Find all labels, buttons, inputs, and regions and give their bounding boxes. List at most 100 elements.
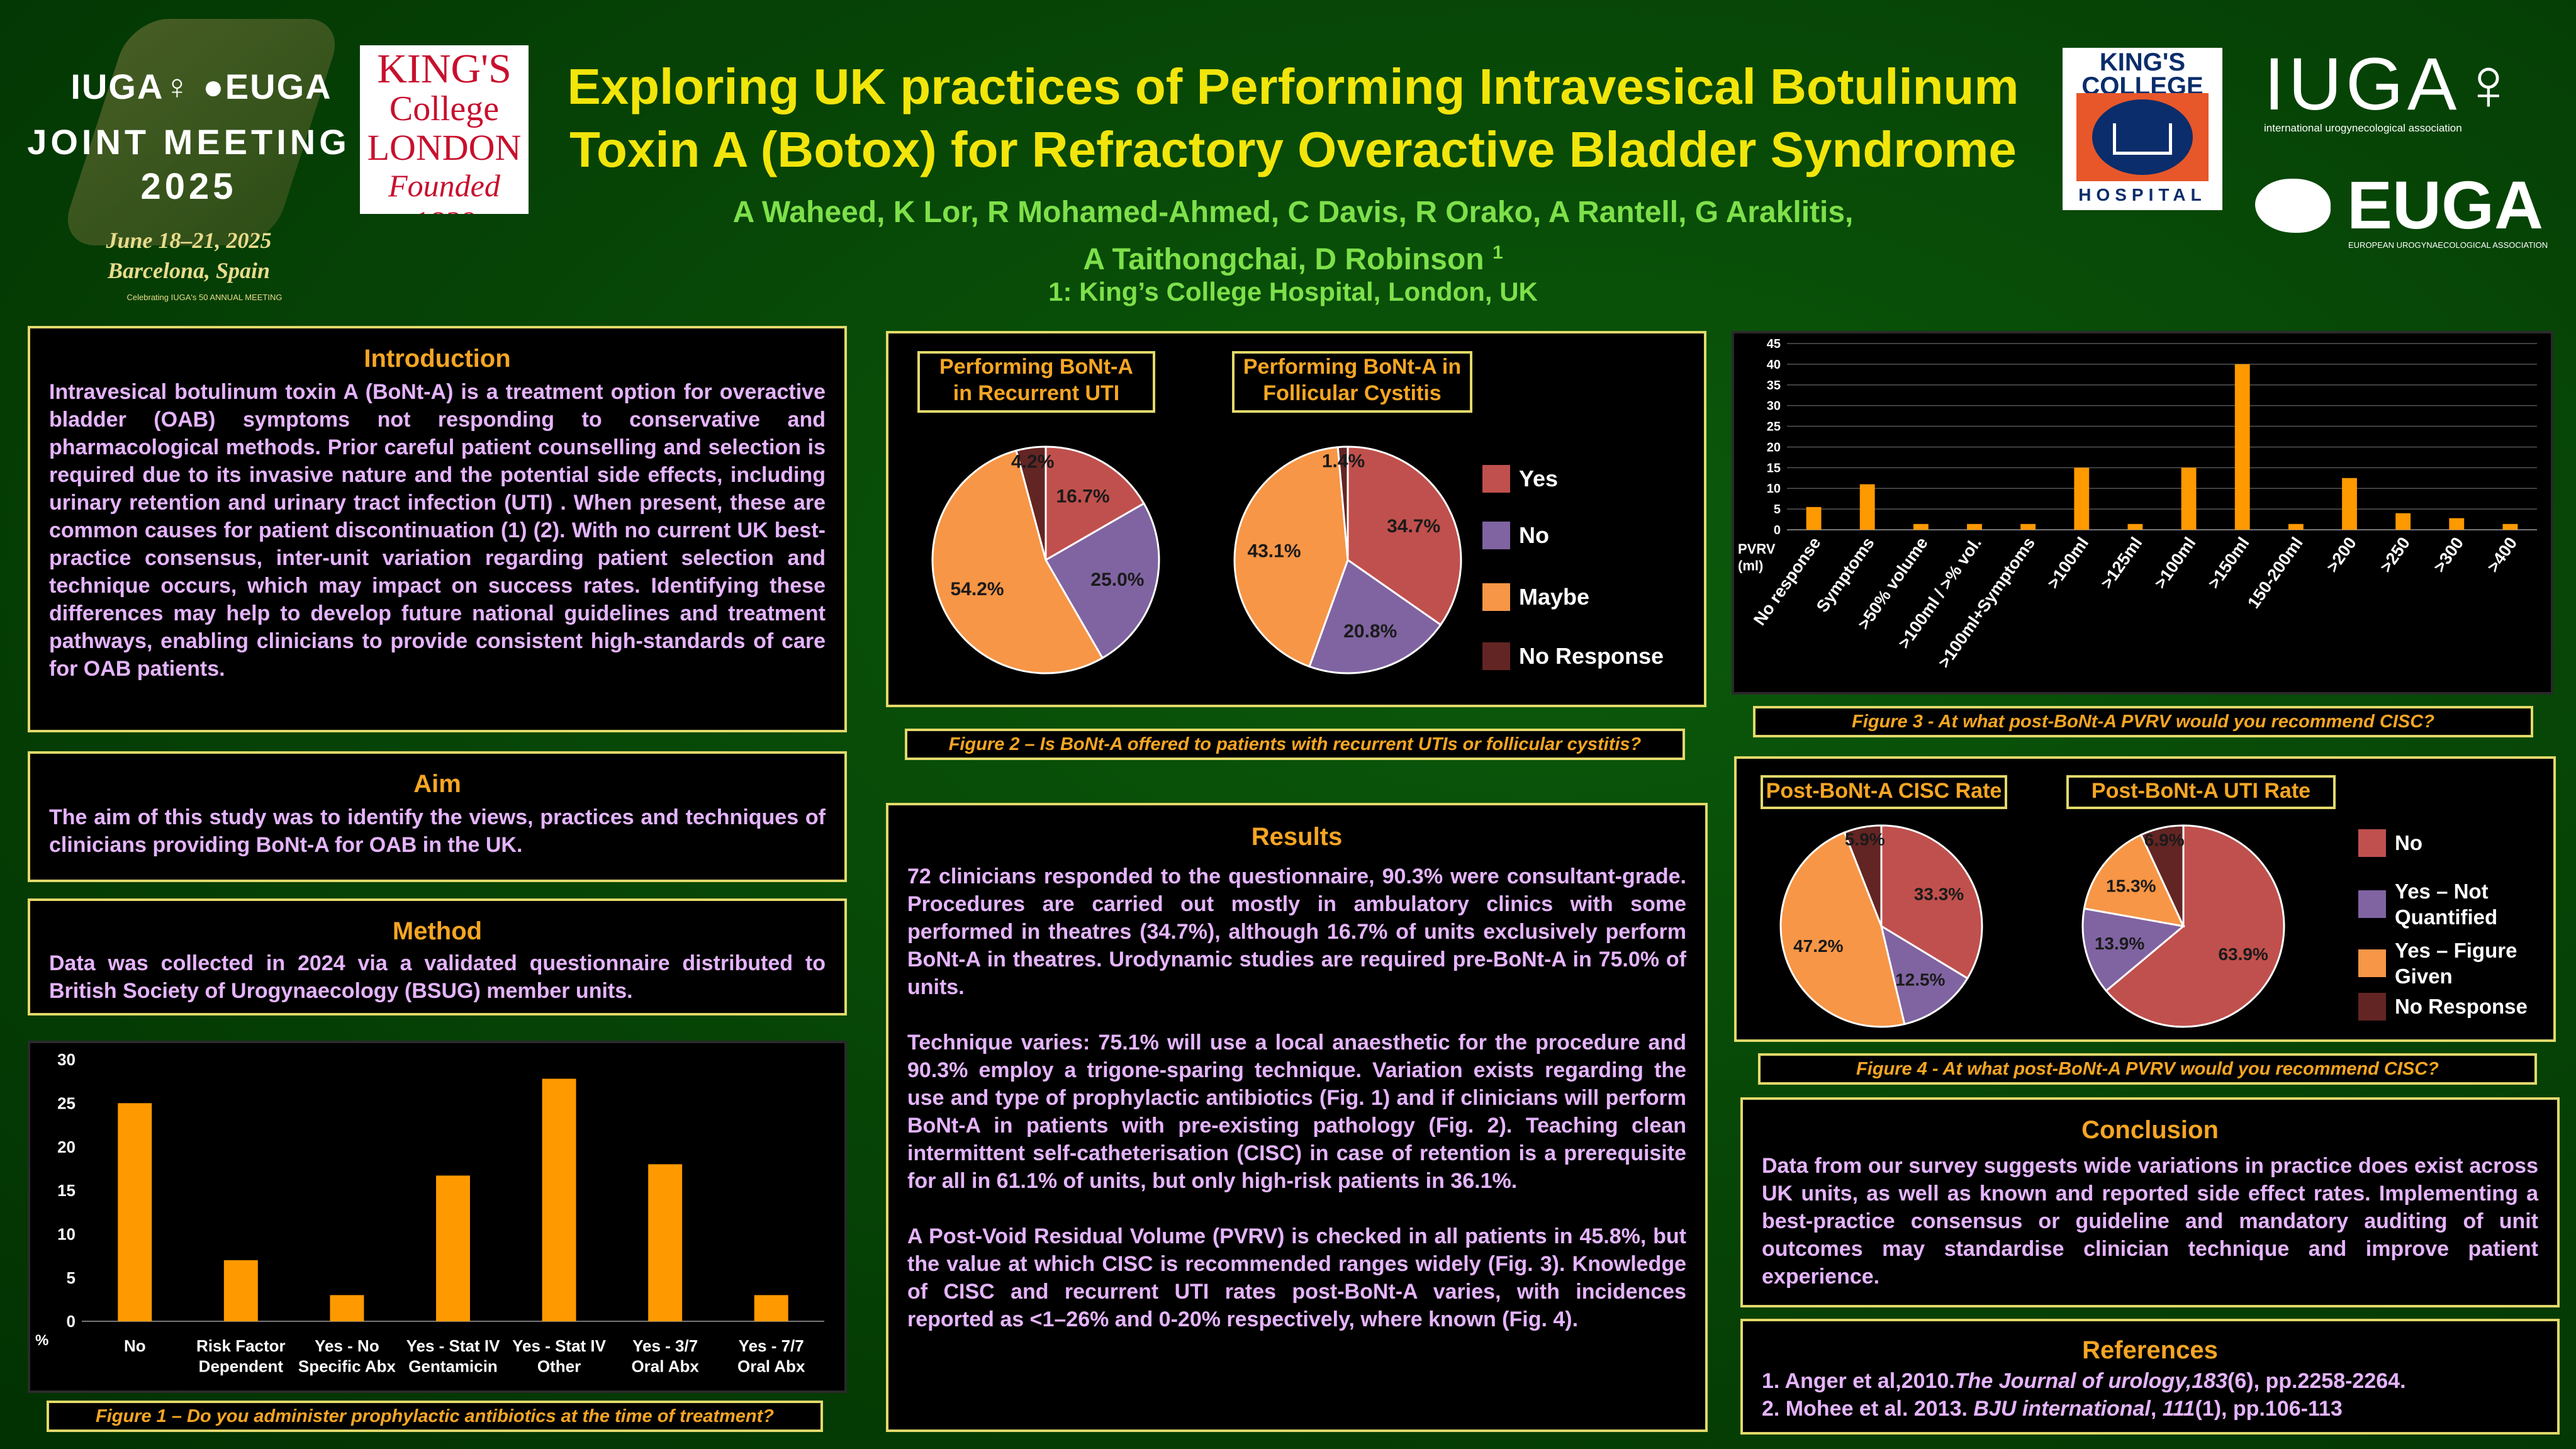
conclusion-text: Data from our survey suggests wide varia… xyxy=(1762,1154,2538,1289)
kch-crest xyxy=(2076,93,2209,181)
figure2a-title: Performing BoNt-A in Recurrent UTI xyxy=(917,351,1155,413)
bar xyxy=(1913,523,1929,530)
figure1-bar-chart: 0 5 10 15 20 25 30 No Risk Factor Dependent Yes - … xyxy=(35,1050,824,1376)
bar xyxy=(1859,484,1875,530)
pie-slice xyxy=(1879,924,1969,1026)
x-tick-label: Yes - 3/7 Oral Abx xyxy=(631,1336,699,1376)
pie-slice xyxy=(1233,446,1349,668)
bar xyxy=(542,1078,576,1321)
y-tick-label: 35 xyxy=(1767,379,1781,393)
pie-slice xyxy=(1347,445,1462,627)
bar xyxy=(223,1260,258,1321)
kcl-logo: KING'S College LONDON Founded 1829 xyxy=(360,45,529,214)
y-tick-label: 20 xyxy=(1767,440,1781,454)
kcl-logo-kings: KING'S xyxy=(377,46,512,92)
y-axis-label: PVRV (ml) xyxy=(1738,541,1776,573)
y-tick-label: 45 xyxy=(1767,337,1781,351)
crown-shape xyxy=(2113,123,2172,155)
figure2a-pie-chart: 16.7% 25.0% 54.2% 4.2% xyxy=(931,445,1160,674)
pie-value-label: 20.8% xyxy=(1343,621,1397,642)
figure4-caption: Figure 4 - At what post-BoNt-A PVRV woul… xyxy=(1758,1053,2537,1085)
aim-box: Aim The aim of this study was to identif… xyxy=(28,751,847,882)
references-box: References 1. Anger et al,2010.The Journ… xyxy=(1740,1319,2560,1435)
results-paragraph-3: A Post-Void Residual Volume (PVRV) is ch… xyxy=(907,1224,1686,1331)
introduction-heading: Introduction xyxy=(364,345,511,372)
poster-title-line2: Toxin A (Botox) for Refractory Overactiv… xyxy=(569,121,2017,177)
aim-text: The aim of this study was to identify th… xyxy=(49,805,826,857)
x-tick-label: 150-200ml xyxy=(2244,534,2306,612)
legend-label: Yes – Figure Given xyxy=(2395,939,2517,988)
method-heading: Method xyxy=(392,917,483,945)
introduction-text: Intravesical botulinum toxin A (BoNt-A) … xyxy=(49,380,826,681)
pie-slice xyxy=(1336,445,1349,561)
kch-logo-name: KING'S COLLEGE xyxy=(2081,48,2204,100)
x-tick-label: Yes - No Specific Abx xyxy=(298,1336,396,1376)
authors-line2: A Taithongchai, D Robinson 1 xyxy=(1083,242,1503,276)
conference-year: 2025 xyxy=(140,166,237,207)
y-tick-label: 10 xyxy=(57,1224,76,1243)
results-box: Results 72 clinicians responded to the q… xyxy=(886,803,1708,1432)
poster-title-line1: Exploring UK practices of Performing Int… xyxy=(567,59,2019,115)
legend-label: No Response xyxy=(1519,643,1664,669)
conference-anniversary: Celebrating IUGA's 50 ANNUAL MEETING xyxy=(126,293,283,302)
x-tick-label: Yes - Stat IV Other xyxy=(512,1336,606,1376)
pie-slice xyxy=(2139,824,2185,927)
x-tick-label: >100ml xyxy=(2151,534,2200,592)
y-tick-label: 30 xyxy=(57,1050,76,1069)
x-tick-label: Risk Factor Dependent xyxy=(196,1336,286,1376)
bar xyxy=(1967,523,1982,530)
legend-swatch xyxy=(2358,829,2386,857)
legend-label: Yes xyxy=(1519,466,1559,491)
y-tick-label: 0 xyxy=(1774,523,1781,537)
y-tick-label: 30 xyxy=(1767,400,1781,413)
authors: A Waheed, K Lor, R Mohamed-Ahmed, C Davi… xyxy=(538,193,2048,280)
reference-2: 2. Mohee et al. 2013. BJU international,… xyxy=(1762,1397,2343,1421)
pie-slice xyxy=(2083,833,2185,927)
pie-value-label: 43.1% xyxy=(1247,540,1301,561)
references-heading: References xyxy=(2082,1336,2218,1364)
bar xyxy=(648,1164,683,1321)
kch-logo: KING'S COLLEGE HOSPITAL xyxy=(2063,48,2222,210)
legend-swatch xyxy=(1482,464,1510,493)
y-tick-label: 15 xyxy=(1767,461,1781,475)
pie-value-label: 47.2% xyxy=(1793,936,1843,956)
legend-swatch xyxy=(1482,521,1510,549)
pie-value-label: 15.3% xyxy=(2106,876,2156,896)
figure2b-title: Performing BoNt-A in Follicular Cystitis xyxy=(1232,351,1472,413)
pie-value-label: 12.5% xyxy=(1895,970,1945,990)
legend-item: Maybe xyxy=(1482,583,1696,611)
legend-item: No Response xyxy=(1482,642,1696,670)
conclusion-heading: Conclusion xyxy=(2081,1116,2219,1144)
pie-value-label: 33.3% xyxy=(1914,884,1964,904)
figure4-chart-box: Post-BoNt-A CISC Rate Post-BoNt-A UTI Ra… xyxy=(1734,756,2556,1042)
legend-item: No xyxy=(2358,829,2547,857)
legend-label: Maybe xyxy=(1519,584,1590,610)
figure1-caption: Figure 1 – Do you administer prophylacti… xyxy=(47,1401,823,1432)
euga-logo: EUGA EUROPEAN UROGYNAECOLOGICAL ASSOCIAT… xyxy=(2253,170,2561,258)
bar xyxy=(436,1175,470,1321)
x-tick-label: >400 xyxy=(2484,534,2521,576)
reference-1: 1. Anger et al,2010.The Journal of urolo… xyxy=(1762,1369,2406,1393)
pie-slice xyxy=(1880,824,1983,980)
y-axis-label: % xyxy=(35,1332,48,1349)
kcl-logo-college: College xyxy=(389,89,500,128)
pie-value-label: 16.7% xyxy=(1056,486,1110,506)
conclusion-box: Conclusion Data from our survey suggests… xyxy=(1740,1097,2560,1307)
legend-item: No xyxy=(1482,521,1696,549)
pie-value-label: 34.7% xyxy=(1387,516,1440,537)
figure4b-pie-chart: 63.9% 13.9% 15.3% 6.9% xyxy=(2081,824,2285,1028)
pie-slice xyxy=(1308,558,1442,674)
bar xyxy=(2181,467,2197,530)
pie-slice xyxy=(1779,831,1906,1028)
conference-logo: IUGA♀ ●EUGA JOINT MEETING 2025 June 18–2… xyxy=(19,16,359,318)
bar xyxy=(2395,513,2411,530)
bar xyxy=(2342,478,2357,530)
bar xyxy=(2234,364,2250,530)
y-tick-label: 10 xyxy=(1767,482,1781,496)
aim-heading: Aim xyxy=(413,770,461,798)
pie-slice xyxy=(1044,445,1146,562)
pie-slice xyxy=(1843,824,1883,927)
figure4b-title: Post-BoNt-A UTI Rate xyxy=(2066,775,2336,809)
legend-swatch xyxy=(1482,583,1510,611)
pie-slice xyxy=(2105,824,2285,1028)
